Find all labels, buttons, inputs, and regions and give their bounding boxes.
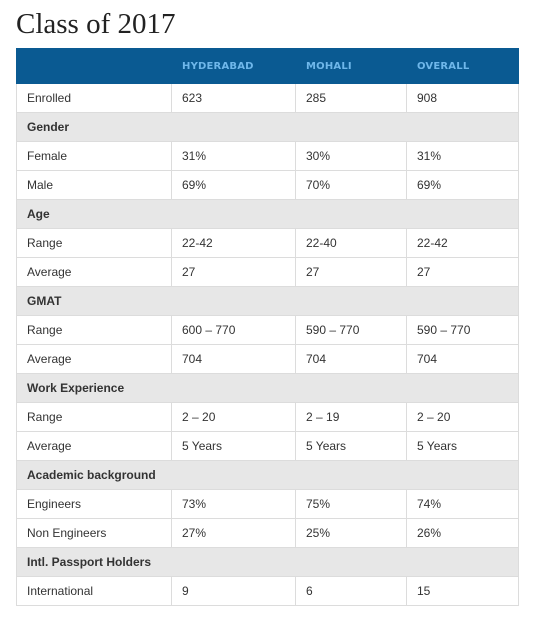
cell-hyderabad: 73% xyxy=(171,489,296,519)
class-profile-table: HYDERABAD MOHALI OVERALL Enrolled 623 28… xyxy=(16,48,519,606)
table-row-gmat-range: Range 600 – 770 590 – 770 590 – 770 xyxy=(16,315,519,345)
cell-mohali: 2 – 19 xyxy=(295,402,407,432)
row-label: Engineers xyxy=(16,489,172,519)
cell-hyderabad: 27% xyxy=(171,518,296,548)
cell-overall: 2 – 20 xyxy=(406,402,519,432)
row-label: Average xyxy=(16,344,172,374)
cell-hyderabad: 5 Years xyxy=(171,431,296,461)
cell-overall: 26% xyxy=(406,518,519,548)
header-cell-hyderabad: HYDERABAD xyxy=(171,48,296,84)
cell-overall: 27 xyxy=(406,257,519,287)
section-header-age: Age xyxy=(16,199,519,229)
cell-hyderabad: 9 xyxy=(171,576,296,606)
row-label: Male xyxy=(16,170,172,200)
table-row-work-range: Range 2 – 20 2 – 19 2 – 20 xyxy=(16,402,519,432)
cell-mohali: 25% xyxy=(295,518,407,548)
table-header-row: HYDERABAD MOHALI OVERALL xyxy=(16,48,519,84)
cell-overall: 22-42 xyxy=(406,228,519,258)
row-label: Range xyxy=(16,402,172,432)
cell-mohali: 22-40 xyxy=(295,228,407,258)
section-header-gmat: GMAT xyxy=(16,286,519,316)
cell-overall: 908 xyxy=(406,83,519,113)
table-row-international: International 9 6 15 xyxy=(16,576,519,606)
header-cell-label xyxy=(16,48,172,84)
table-row-age-average: Average 27 27 27 xyxy=(16,257,519,287)
cell-hyderabad: 31% xyxy=(171,141,296,171)
section-header-passport-holders: Intl. Passport Holders xyxy=(16,547,519,577)
cell-hyderabad: 704 xyxy=(171,344,296,374)
row-label: Enrolled xyxy=(16,83,172,113)
cell-mohali: 6 xyxy=(295,576,407,606)
cell-overall: 31% xyxy=(406,141,519,171)
cell-mohali: 30% xyxy=(295,141,407,171)
table-row-gmat-average: Average 704 704 704 xyxy=(16,344,519,374)
section-header-academic-background: Academic background xyxy=(16,460,519,490)
section-header-work-experience: Work Experience xyxy=(16,373,519,403)
table-row-male: Male 69% 70% 69% xyxy=(16,170,519,200)
row-label: Average xyxy=(16,431,172,461)
section-title: Work Experience xyxy=(16,373,519,403)
cell-overall: 69% xyxy=(406,170,519,200)
row-label: Female xyxy=(16,141,172,171)
section-header-gender: Gender xyxy=(16,112,519,142)
cell-overall: 5 Years xyxy=(406,431,519,461)
table-row-enrolled: Enrolled 623 285 908 xyxy=(16,83,519,113)
cell-hyderabad: 27 xyxy=(171,257,296,287)
cell-overall: 15 xyxy=(406,576,519,606)
cell-mohali: 75% xyxy=(295,489,407,519)
cell-mohali: 27 xyxy=(295,257,407,287)
row-label: Range xyxy=(16,315,172,345)
page-title: Class of 2017 xyxy=(16,8,176,40)
cell-hyderabad: 600 – 770 xyxy=(171,315,296,345)
section-title: Gender xyxy=(16,112,519,142)
cell-mohali: 70% xyxy=(295,170,407,200)
section-title: Intl. Passport Holders xyxy=(16,547,519,577)
cell-hyderabad: 69% xyxy=(171,170,296,200)
table-row-female: Female 31% 30% 31% xyxy=(16,141,519,171)
table-row-non-engineers: Non Engineers 27% 25% 26% xyxy=(16,518,519,548)
section-title: GMAT xyxy=(16,286,519,316)
header-cell-mohali: MOHALI xyxy=(295,48,407,84)
cell-mohali: 285 xyxy=(295,83,407,113)
cell-mohali: 704 xyxy=(295,344,407,374)
cell-overall: 590 – 770 xyxy=(406,315,519,345)
table-row-work-average: Average 5 Years 5 Years 5 Years xyxy=(16,431,519,461)
table-row-engineers: Engineers 73% 75% 74% xyxy=(16,489,519,519)
cell-mohali: 590 – 770 xyxy=(295,315,407,345)
row-label: Non Engineers xyxy=(16,518,172,548)
cell-hyderabad: 22-42 xyxy=(171,228,296,258)
header-cell-overall: OVERALL xyxy=(406,48,519,84)
table-row-age-range: Range 22-42 22-40 22-42 xyxy=(16,228,519,258)
row-label: International xyxy=(16,576,172,606)
cell-mohali: 5 Years xyxy=(295,431,407,461)
row-label: Average xyxy=(16,257,172,287)
cell-hyderabad: 2 – 20 xyxy=(171,402,296,432)
section-title: Academic background xyxy=(16,460,519,490)
cell-hyderabad: 623 xyxy=(171,83,296,113)
row-label: Range xyxy=(16,228,172,258)
section-title: Age xyxy=(16,199,519,229)
cell-overall: 74% xyxy=(406,489,519,519)
cell-overall: 704 xyxy=(406,344,519,374)
